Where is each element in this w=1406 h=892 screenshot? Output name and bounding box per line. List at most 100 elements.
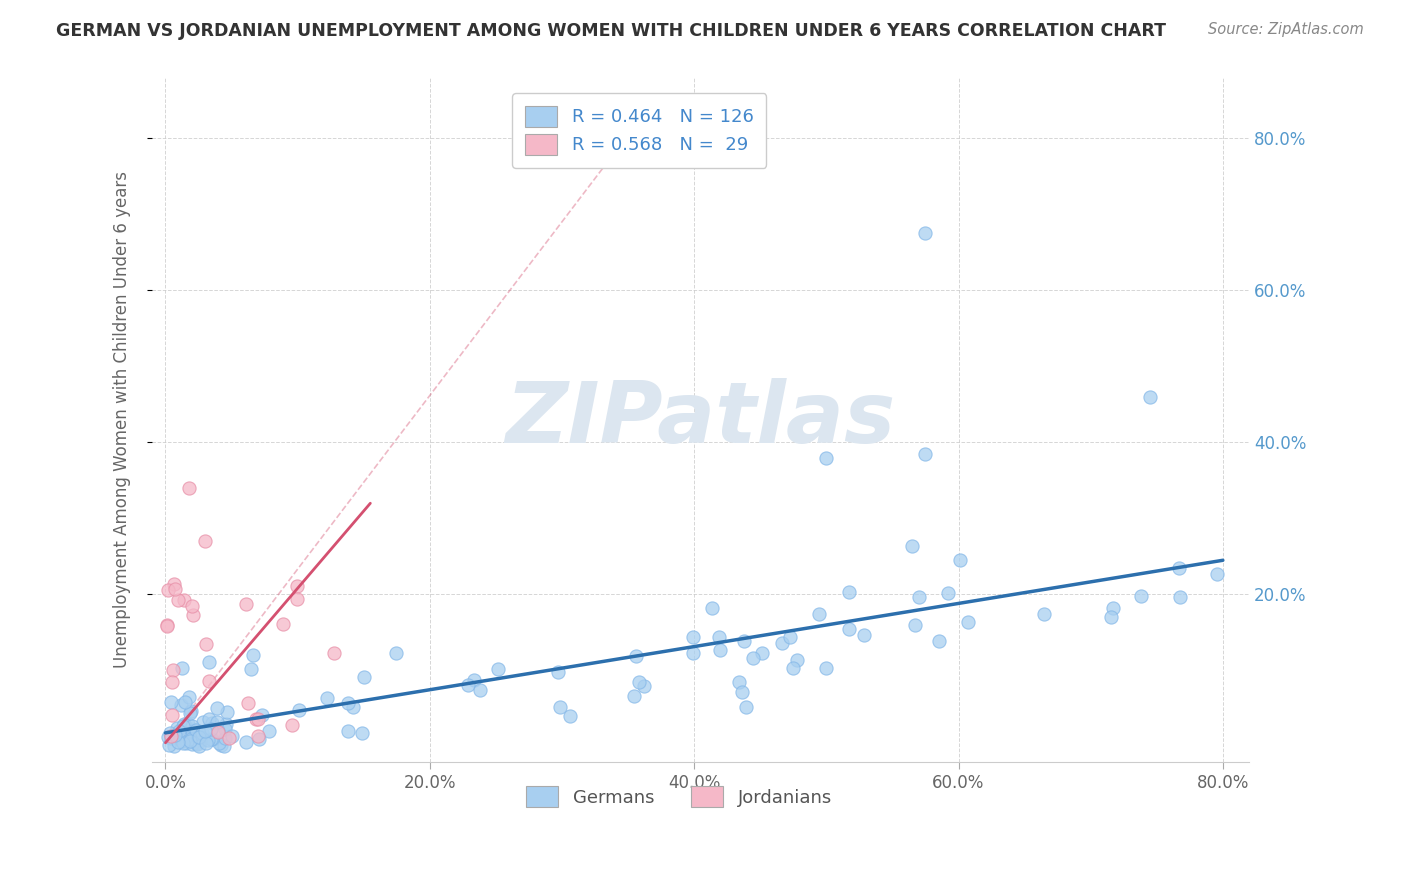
Point xyxy=(201,716,224,731)
Point xyxy=(728,675,751,690)
Point xyxy=(214,731,236,746)
Point xyxy=(214,739,236,753)
Point xyxy=(166,721,188,735)
Point xyxy=(190,732,212,747)
Point xyxy=(208,736,231,750)
Point xyxy=(1167,561,1189,575)
Point xyxy=(207,701,229,715)
Point xyxy=(486,662,509,676)
Point xyxy=(558,708,581,723)
Point xyxy=(623,690,645,704)
Point xyxy=(179,706,201,720)
Text: Source: ZipAtlas.com: Source: ZipAtlas.com xyxy=(1208,22,1364,37)
Point xyxy=(1168,590,1191,604)
Point xyxy=(782,661,804,675)
Point xyxy=(194,534,217,549)
Point xyxy=(221,729,243,743)
Point xyxy=(163,582,186,596)
Point xyxy=(184,736,207,750)
Point xyxy=(180,723,202,737)
Point xyxy=(1206,566,1229,581)
Point xyxy=(337,724,360,739)
Point xyxy=(195,736,218,750)
Point xyxy=(194,724,217,739)
Point xyxy=(628,675,651,690)
Point xyxy=(463,673,485,688)
Point xyxy=(247,729,270,743)
Point xyxy=(682,630,704,644)
Point xyxy=(734,700,756,714)
Point xyxy=(197,733,219,747)
Point xyxy=(751,646,773,660)
Point xyxy=(162,708,184,723)
Point xyxy=(191,715,214,730)
Point xyxy=(159,726,181,740)
Point xyxy=(188,739,211,753)
Point xyxy=(271,616,294,631)
Point xyxy=(180,704,202,718)
Point xyxy=(207,724,229,739)
Point xyxy=(157,730,180,744)
Point xyxy=(167,724,190,739)
Point xyxy=(180,719,202,733)
Point xyxy=(198,712,221,726)
Point xyxy=(179,734,201,748)
Point xyxy=(235,735,257,749)
Point xyxy=(1099,610,1122,624)
Point xyxy=(908,590,931,604)
Point xyxy=(166,730,188,744)
Point xyxy=(156,618,179,632)
Point xyxy=(195,637,218,651)
Text: ZIPatlas: ZIPatlas xyxy=(506,378,896,461)
Point xyxy=(186,737,208,751)
Point xyxy=(250,708,273,723)
Point xyxy=(353,670,375,684)
Point xyxy=(633,679,655,693)
Point xyxy=(770,636,793,650)
Point xyxy=(1032,607,1054,622)
Point xyxy=(731,684,754,698)
Point xyxy=(172,719,194,733)
Point xyxy=(173,592,195,607)
Point xyxy=(741,650,763,665)
Point xyxy=(217,705,239,719)
Point xyxy=(247,731,270,746)
Text: GERMAN VS JORDANIAN UNEMPLOYMENT AMONG WOMEN WITH CHILDREN UNDER 6 YEARS CORRELA: GERMAN VS JORDANIAN UNEMPLOYMENT AMONG W… xyxy=(56,22,1166,40)
Point xyxy=(838,585,860,599)
Point xyxy=(281,718,304,732)
Point xyxy=(174,736,197,750)
Point xyxy=(385,646,408,660)
Point xyxy=(187,730,209,744)
Point xyxy=(815,450,838,465)
Point xyxy=(285,579,308,593)
Point xyxy=(191,725,214,739)
Point xyxy=(853,628,876,642)
Point xyxy=(181,599,204,613)
Point xyxy=(285,592,308,607)
Point xyxy=(190,730,212,744)
Point xyxy=(337,696,360,710)
Point xyxy=(160,730,183,744)
Point xyxy=(200,722,222,736)
Point xyxy=(733,634,755,648)
Point xyxy=(198,655,221,669)
Point xyxy=(163,577,186,591)
Point xyxy=(181,607,204,622)
Point xyxy=(180,732,202,747)
Point xyxy=(159,738,181,752)
Point xyxy=(342,700,364,714)
Point xyxy=(181,724,204,739)
Point xyxy=(163,731,186,746)
Point xyxy=(177,690,200,705)
Point xyxy=(236,696,259,710)
Point xyxy=(160,675,183,690)
Point xyxy=(200,732,222,747)
Point xyxy=(900,540,922,554)
Point xyxy=(198,673,221,688)
Point xyxy=(814,660,837,674)
Legend: Germans, Jordanians: Germans, Jordanians xyxy=(519,779,839,814)
Point xyxy=(808,607,831,621)
Point xyxy=(165,728,187,742)
Point xyxy=(242,648,264,663)
Point xyxy=(179,481,201,495)
